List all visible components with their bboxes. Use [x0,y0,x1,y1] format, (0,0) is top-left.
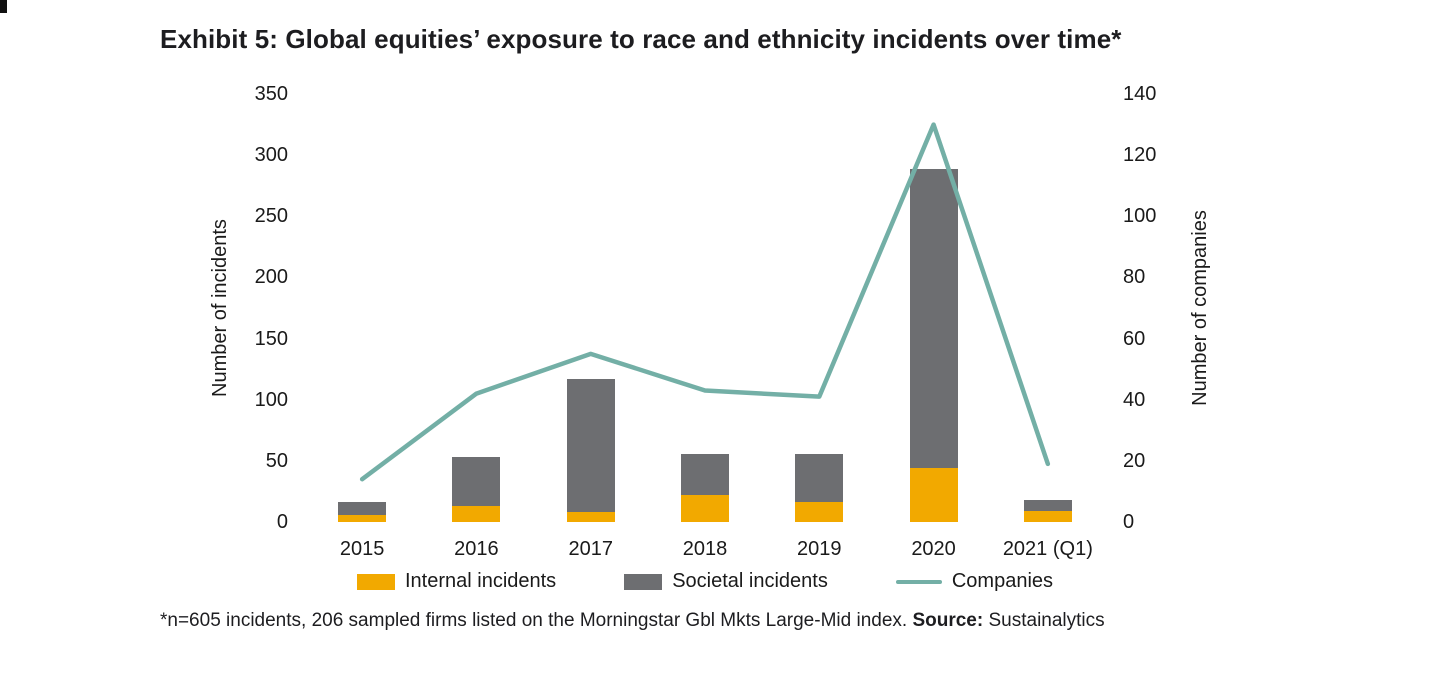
footnote-text: *n=605 incidents, 206 sampled firms list… [160,610,908,631]
bar-societal [566,378,615,513]
legend-line-swatch [895,579,942,584]
right-axis-tick: 40 [1123,388,1146,411]
legend-item-societal-incidents: Societal incidents [624,570,828,593]
bar-internal [795,502,844,522]
right-axis-tick: 20 [1123,449,1146,472]
right-axis-tick: 80 [1123,266,1146,289]
bar-societal [681,453,729,496]
bar-societal [338,502,387,515]
bar-internal [338,514,387,522]
left-axis-tick: 350 [254,83,288,105]
bar-internal [452,506,501,522]
legend-item-companies: Companies [895,570,1054,593]
bar-internal [566,512,615,522]
footnote: *n=605 incidents, 206 sampled firms list… [160,610,1105,632]
bar-societal [909,168,958,469]
bar-societal [1023,499,1072,511]
bar-societal [452,457,501,507]
bar-internal [1023,510,1072,522]
left-axis-tick: 300 [254,144,288,167]
right-axis-tick: 60 [1123,327,1146,350]
legend: Internal incidents Societal incidents Comp… [285,570,1125,593]
left-axis-tick: 50 [265,449,288,472]
x-axis-label: 2016 [454,538,499,560]
left-axis-tick: 150 [254,327,288,350]
bar-societal [795,453,844,503]
footnote-source-label: Source: [912,610,984,631]
legend-label: Internal incidents [404,570,557,592]
footnote-source: Sustainalytics [988,610,1105,631]
x-axis-label: 2018 [682,538,728,560]
x-axis-label: 2020 [911,538,956,560]
left-axis-tick: 250 [254,205,288,228]
right-axis-tick: 100 [1123,205,1157,228]
x-axis-label: 2015 [339,538,385,560]
right-axis-tick: 0 [1123,511,1135,533]
legend-item-internal-incidents: Internal incidents [356,570,557,593]
legend-bar-swatch [624,573,663,590]
bar-internal [681,495,729,522]
legend-label: Societal incidents [672,570,828,592]
left-axis-tick: 0 [276,511,288,533]
right-axis-tick: 120 [1123,144,1157,167]
left-axis-tick: 200 [254,266,288,289]
x-axis-label: 2021 (Q1) [1002,538,1093,560]
x-axis-label: 2017 [568,538,613,560]
bar-internal [909,468,958,522]
legend-label: Companies [951,570,1054,592]
x-axis-label: 2019 [797,538,842,560]
left-axis-tick: 100 [254,388,288,411]
right-axis-tick: 140 [1123,83,1157,105]
legend-bar-swatch [356,573,395,590]
chart-title: Exhibit 5: Global equities’ exposure to … [160,24,1122,54]
page-edge-mark [0,0,7,13]
